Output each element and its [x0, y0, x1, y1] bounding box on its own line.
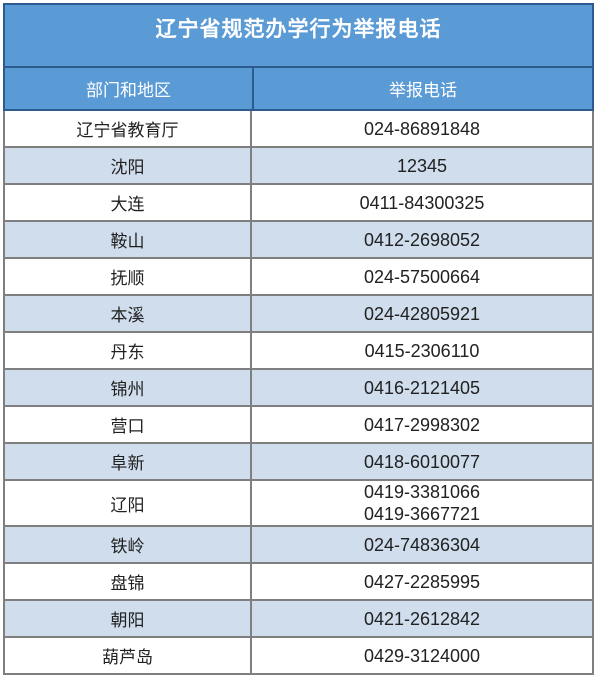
phone-cell: 0415-2306110 [252, 333, 592, 368]
header-cell-phone: 举报电话 [389, 81, 457, 100]
table-row: 大连 0411-84300325 [5, 185, 592, 222]
region-cell: 铁岭 [5, 527, 252, 562]
phone-cell: 0421-2612842 [252, 601, 592, 636]
header-cell-region: 部门和地区 [5, 68, 254, 109]
region-cell: 辽宁省教育厅 [5, 111, 252, 146]
phone-line: 024-57500664 [363, 266, 481, 287]
table-row: 抚顺 024-57500664 [5, 259, 592, 296]
phone-line: 0427-2285995 [363, 571, 481, 592]
phone-line: 0412-2698052 [363, 229, 481, 250]
phone-line: 0416-2121405 [363, 377, 481, 398]
table-row: 锦州 0416-2121405 [5, 370, 592, 407]
table-row: 辽阳 0419-3381066 0419-3667721 [5, 481, 592, 527]
phone-cell: 024-74836304 [252, 527, 592, 562]
table-row: 阜新 0418-6010077 [5, 444, 592, 481]
phone-line: 0421-2612842 [363, 608, 481, 629]
region-cell: 本溪 [5, 296, 252, 331]
phone-line: 024-74836304 [363, 534, 481, 555]
phone-line: 0411-84300325 [359, 192, 485, 213]
table-row: 本溪 024-42805921 [5, 296, 592, 333]
phone-cell: 0411-84300325 [252, 185, 592, 220]
region-cell: 抚顺 [5, 259, 252, 294]
region-cell: 辽阳 [5, 481, 252, 525]
region-cell: 营口 [5, 407, 252, 442]
phone-cell: 024-86891848 [252, 111, 592, 146]
table-title: 辽宁省规范办学行为举报电话 [3, 3, 594, 68]
table-row: 鞍山 0412-2698052 [5, 222, 592, 259]
table-header: 部门和地区 举报电话 [3, 68, 594, 111]
table-row: 盘锦 0427-2285995 [5, 564, 592, 601]
region-cell: 阜新 [5, 444, 252, 479]
phone-cell: 0427-2285995 [252, 564, 592, 599]
table-row: 沈阳 12345 [5, 148, 592, 185]
phone-line: 0429-3124000 [363, 645, 481, 666]
phone-line: 024-42805921 [363, 303, 481, 324]
table-row: 铁岭 024-74836304 [5, 527, 592, 564]
region-cell: 锦州 [5, 370, 252, 405]
region-cell: 大连 [5, 185, 252, 220]
phone-cell: 0429-3124000 [252, 638, 592, 673]
phone-cell: 0416-2121405 [252, 370, 592, 405]
table-body: 辽宁省教育厅 024-86891848 沈阳 12345 大连 0411-843… [3, 111, 594, 675]
table-row: 辽宁省教育厅 024-86891848 [5, 111, 592, 148]
phone-cell: 024-57500664 [252, 259, 592, 294]
phone-cell: 024-42805921 [252, 296, 592, 331]
table-row: 营口 0417-2998302 [5, 407, 592, 444]
phone-cell: 0419-3381066 0419-3667721 [252, 481, 592, 525]
table-row: 丹东 0415-2306110 [5, 333, 592, 370]
phone-line: 0418-6010077 [363, 451, 481, 472]
phone-cell: 0417-2998302 [252, 407, 592, 442]
region-cell: 葫芦岛 [5, 638, 252, 673]
phone-line: 0417-2998302 [363, 414, 481, 435]
table-row: 葫芦岛 0429-3124000 [5, 638, 592, 675]
phone-cell: 12345 [252, 148, 592, 183]
phone-line: 0415-2306110 [364, 340, 480, 361]
report-table: 辽宁省规范办学行为举报电话 部门和地区 举报电话 辽宁省教育厅 024-8689… [3, 3, 594, 675]
phone-line: 0419-3667721 [363, 504, 481, 524]
region-cell: 朝阳 [5, 601, 252, 636]
region-cell: 丹东 [5, 333, 252, 368]
region-cell: 沈阳 [5, 148, 252, 183]
phone-cell: 0412-2698052 [252, 222, 592, 257]
region-cell: 盘锦 [5, 564, 252, 599]
table-row: 朝阳 0421-2612842 [5, 601, 592, 638]
phone-line: 0419-3381066 [363, 482, 481, 502]
phone-line: 024-86891848 [363, 118, 481, 139]
region-cell: 鞍山 [5, 222, 252, 257]
phone-cell: 0418-6010077 [252, 444, 592, 479]
phone-line: 12345 [396, 155, 448, 176]
